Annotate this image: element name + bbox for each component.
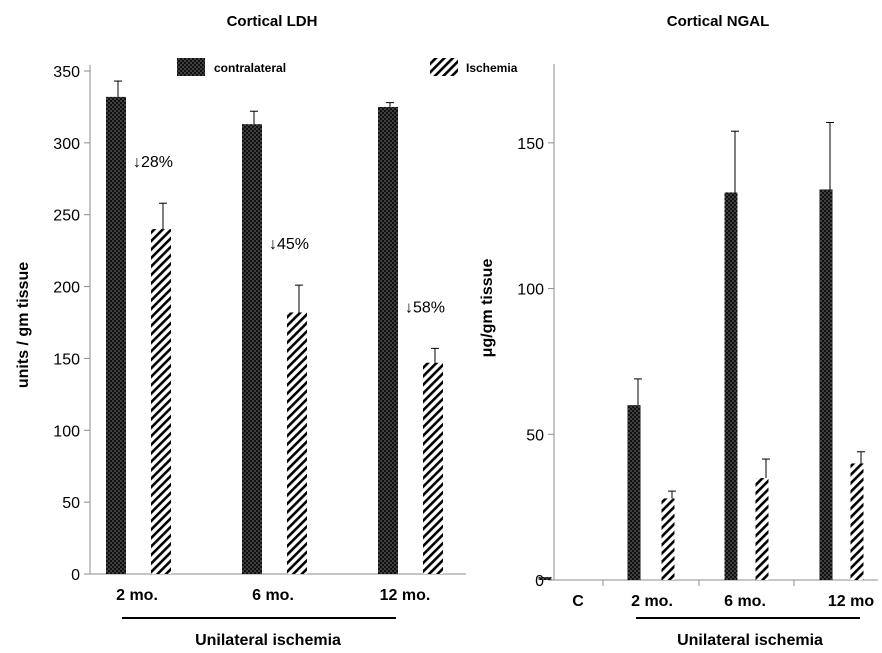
left-bar-ischemia — [287, 312, 307, 574]
legend-label-ischemia: Ischemia — [466, 61, 518, 75]
right-bar-contralateral — [724, 192, 738, 580]
right-category-label: 12 mo — [828, 593, 874, 610]
right-bar-contralateral — [538, 577, 552, 580]
right-bar-ischemia — [661, 498, 675, 580]
left-bar-contralateral — [242, 124, 262, 574]
left-y-tick-label: 50 — [62, 495, 80, 512]
right-category-label: C — [572, 593, 584, 610]
left-group-label: Unilateral ischemia — [195, 632, 341, 649]
right-bar-ischemia — [850, 463, 864, 580]
left-y-tick-label: 300 — [53, 136, 80, 153]
right-y-tick-label: 150 — [517, 136, 544, 153]
left-y-tick-label: 350 — [53, 64, 80, 81]
left-y-tick-label: 0 — [71, 567, 80, 584]
right-y-tick-label: 100 — [517, 282, 544, 299]
left-chart-title: Cortical LDH — [227, 13, 318, 30]
left-y-axis-label: units / gm tissue — [15, 262, 32, 388]
left-category-label: 2 mo. — [116, 587, 158, 604]
legend-swatch-contralateral — [177, 58, 205, 76]
right-category-label: 2 mo. — [631, 593, 673, 610]
left-bar-contralateral — [378, 106, 398, 574]
right-bar-contralateral — [819, 189, 833, 580]
right-category-label: 6 mo. — [724, 593, 766, 610]
left-category-label: 12 mo. — [380, 587, 431, 604]
right-y-tick-label: 0 — [535, 573, 544, 590]
left-percent-annotation: ↓45% — [269, 236, 309, 253]
right-bar-ischemia — [755, 478, 769, 580]
left-y-tick-label: 150 — [53, 351, 80, 368]
left-plot-area: 0 50 100 150 200 250 300 350 2 mo. 6 mo. 12 mo. ↓28… — [53, 64, 466, 604]
left-category-label: 6 mo. — [252, 587, 294, 604]
left-bar-contralateral — [106, 96, 126, 575]
left-y-tick-label: 250 — [53, 208, 80, 225]
left-bar-ischemia — [151, 229, 171, 575]
left-percent-annotation: ↓28% — [133, 154, 173, 171]
legend-swatch-ischemia — [430, 58, 458, 76]
right-y-axis-label: μg/gm tissue — [479, 259, 496, 358]
right-chart-title: Cortical NGAL — [667, 13, 770, 30]
left-y-tick-label: 100 — [53, 423, 80, 440]
right-bar-contralateral — [627, 405, 641, 580]
left-percent-annotation: ↓58% — [405, 299, 445, 316]
left-y-tick-label: 200 — [53, 280, 80, 297]
legend-label-contralateral: contralateral — [214, 61, 286, 75]
left-bar-ischemia — [423, 362, 443, 574]
right-group-label: Unilateral ischemia — [677, 632, 823, 649]
right-y-tick-label: 50 — [526, 427, 544, 444]
right-plot-area: 0 50 100 150 C 2 mo. 6 mo. 12 mo — [517, 64, 878, 610]
